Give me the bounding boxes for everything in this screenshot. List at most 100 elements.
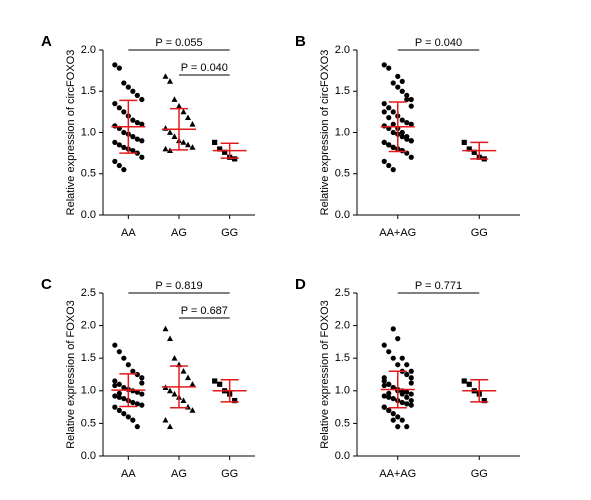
data-point (390, 355, 396, 361)
y-tick-label: 0.0 (81, 209, 96, 221)
data-point (139, 375, 145, 381)
y-tick-label: 2.0 (81, 320, 96, 332)
data-point (390, 121, 396, 127)
data-point (162, 145, 169, 152)
data-point (386, 349, 392, 355)
data-point (222, 149, 228, 155)
data-point (404, 362, 410, 368)
data-point (121, 355, 127, 361)
data-point (180, 139, 187, 145)
data-point (189, 121, 196, 127)
data-point (130, 134, 136, 140)
y-tick-label: 2.0 (81, 44, 96, 56)
x-tick-label: GG (221, 227, 238, 239)
data-point (176, 102, 182, 109)
x-tick-label: AG (171, 468, 187, 480)
data-point (180, 368, 187, 374)
data-point (408, 368, 414, 374)
data-point (116, 390, 122, 397)
y-tick-label: 2.5 (335, 287, 350, 299)
data-point (112, 158, 118, 164)
data-point (167, 387, 173, 394)
data-point (180, 108, 187, 115)
p-value: P = 0.819 (155, 280, 202, 292)
data-point (386, 390, 392, 397)
y-tick-label: 0.0 (335, 209, 350, 221)
data-point (404, 134, 410, 140)
x-tick-label: AA+AG (379, 227, 416, 239)
data-point (395, 424, 401, 430)
data-point (399, 88, 405, 94)
data-point (404, 371, 410, 378)
data-point (134, 401, 140, 407)
data-point (408, 154, 414, 160)
y-tick-label: 0.5 (81, 168, 96, 180)
y-axis-label: Relative expression of FOXO3 (319, 300, 331, 449)
data-point (121, 396, 127, 402)
data-point (130, 88, 136, 94)
data-point (381, 393, 387, 399)
y-tick-label: 1.0 (81, 126, 96, 138)
data-point (408, 402, 414, 408)
data-point (399, 134, 405, 140)
x-tick-label: AA (121, 227, 136, 239)
data-point (139, 121, 145, 127)
y-tick-label: 1.5 (81, 352, 96, 364)
y-tick-label: 0.5 (335, 168, 350, 180)
data-point (390, 417, 396, 423)
data-point (395, 414, 401, 420)
data-point (185, 374, 191, 381)
data-point (134, 424, 140, 430)
data-point (390, 80, 396, 86)
data-point (386, 65, 392, 71)
data-point (399, 391, 405, 397)
data-point (408, 96, 414, 103)
data-point (112, 123, 118, 129)
y-axis-label: Relative expression of circFOXO3 (65, 50, 77, 216)
data-point (116, 381, 122, 387)
data-point (390, 167, 396, 173)
data-point (121, 80, 127, 86)
data-point (139, 96, 145, 103)
data-point (381, 62, 387, 68)
data-point (399, 399, 405, 406)
data-point (121, 129, 127, 136)
y-tick-label: 0.0 (335, 450, 350, 462)
data-point (381, 109, 387, 115)
data-point (408, 138, 414, 144)
data-point (134, 136, 140, 142)
panel-label: A (41, 33, 52, 50)
data-point (134, 92, 140, 98)
data-point (399, 78, 405, 84)
data-point (139, 391, 145, 397)
data-point (471, 149, 477, 155)
data-point (404, 120, 410, 126)
data-point (381, 123, 387, 129)
data-point (125, 84, 131, 90)
data-point (408, 375, 414, 381)
p-value: P = 0.687 (181, 305, 228, 317)
x-tick-label: GG (471, 468, 488, 480)
data-point (381, 375, 387, 381)
data-point (404, 389, 410, 395)
y-tick-label: 1.5 (335, 85, 350, 97)
data-point (381, 139, 387, 145)
data-point (125, 414, 131, 420)
data-point (130, 417, 136, 423)
y-tick-label: 0.5 (335, 417, 350, 429)
data-point (167, 129, 173, 135)
data-point (134, 120, 140, 126)
data-point (381, 158, 387, 164)
data-point (386, 381, 392, 387)
y-tick-label: 0.0 (81, 450, 96, 462)
data-point (162, 73, 169, 79)
p-value: P = 0.055 (155, 37, 202, 49)
y-tick-label: 1.0 (335, 126, 350, 138)
data-point (466, 146, 472, 152)
data-point (116, 349, 122, 355)
data-point (112, 382, 118, 389)
data-point (390, 411, 396, 417)
data-point (461, 378, 467, 384)
data-point (121, 167, 127, 173)
data-point (189, 144, 196, 150)
